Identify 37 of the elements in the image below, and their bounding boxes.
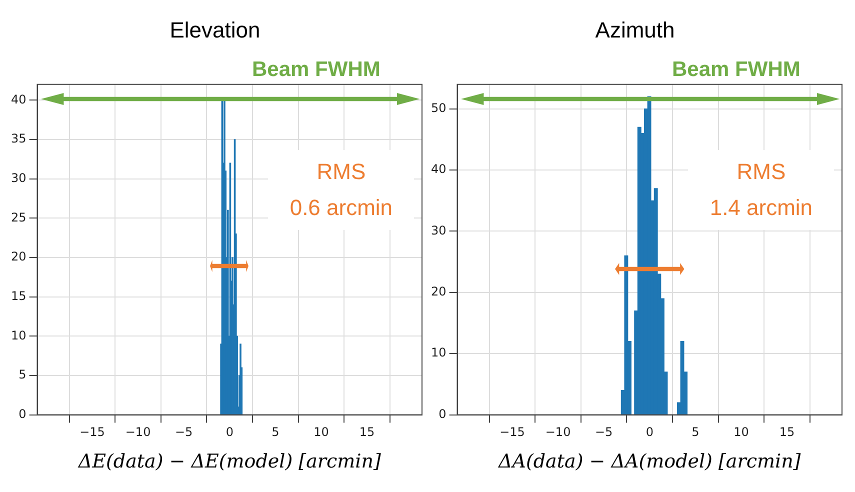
text: Beam FWHM: [671, 58, 802, 82]
y-tick-label: 0: [18, 406, 26, 421]
x-tick-label: 10: [314, 425, 329, 440]
y-tick-label: 30: [10, 170, 26, 185]
chart-title: Azimuth: [595, 17, 675, 42]
y-tick-label: 30: [430, 223, 446, 238]
y-tick-label: 40: [10, 92, 26, 106]
annotation: RMS 0.6 arcmin: [268, 150, 414, 230]
y-tick-label: 20: [10, 250, 26, 264]
y-tick-label: 35: [10, 132, 26, 146]
x-tick-label: −15: [80, 425, 105, 440]
y-tick-label: 10: [430, 346, 446, 360]
y-tick-label: 10: [10, 328, 26, 342]
y-tick-label: 15: [10, 288, 26, 303]
x-tick-label: 0: [646, 425, 654, 440]
x-tick-label: 15: [359, 425, 375, 440]
x-tick-label: −10: [125, 425, 151, 440]
y-tick-label: 50: [430, 101, 446, 115]
x-tick-label: 5: [692, 425, 700, 440]
x-axis-title: ΔA(data) − ΔA(model) [arcmin]: [498, 450, 802, 473]
x-tick-label: −10: [545, 425, 571, 440]
text: Beam FWHM: [251, 58, 382, 82]
y-tick-label: 40: [430, 162, 446, 176]
x-tick-label: −5: [174, 425, 193, 440]
annotation: RMS 1.4 arcmin: [688, 150, 834, 230]
y-tick-label: 25: [10, 210, 26, 224]
x-tick-label: 0: [226, 425, 234, 440]
y-tick-label: 5: [18, 368, 26, 382]
x-tick-label: 5: [272, 425, 280, 440]
x-axis-title: ΔE(data) − ΔE(model) [arcmin]: [77, 450, 382, 473]
x-tick-label: 15: [779, 425, 795, 440]
y-tick-label: 20: [430, 284, 446, 299]
chart-title: Elevation: [170, 17, 260, 42]
x-tick-label: 10: [734, 425, 749, 440]
x-tick-label: −15: [500, 425, 525, 440]
y-tick-label: 0: [438, 406, 446, 421]
x-tick-label: −5: [594, 425, 613, 440]
